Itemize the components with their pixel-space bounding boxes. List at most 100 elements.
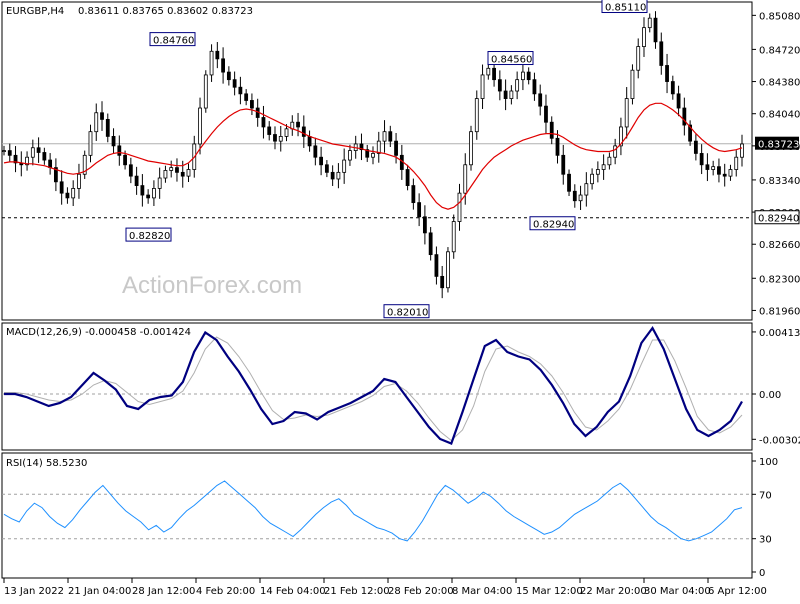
candle-body bbox=[13, 154, 18, 164]
candle-body bbox=[584, 183, 589, 196]
candle bbox=[515, 71, 520, 100]
candle bbox=[371, 146, 375, 165]
candle bbox=[509, 85, 514, 105]
candle bbox=[728, 164, 733, 181]
candle bbox=[71, 180, 76, 207]
candle-body bbox=[169, 167, 174, 171]
candle-body bbox=[25, 156, 29, 166]
candle-body bbox=[538, 93, 543, 107]
candle bbox=[532, 72, 537, 101]
candle-body bbox=[446, 251, 450, 289]
rsi-line bbox=[3, 480, 743, 542]
macd-header: MACD(12,26,9) -0.000458 -0.001424 bbox=[6, 327, 191, 338]
candle bbox=[203, 70, 208, 113]
candle-body bbox=[526, 71, 531, 81]
candle-body bbox=[624, 98, 629, 128]
candle bbox=[688, 120, 693, 146]
candle bbox=[434, 246, 439, 285]
candle bbox=[209, 44, 214, 82]
candle-body bbox=[336, 171, 341, 180]
x-axis-label: 4 Feb 20:00 bbox=[196, 586, 255, 597]
candle bbox=[492, 61, 496, 87]
price-annotation: 0.82010 bbox=[383, 304, 430, 319]
x-axis-label: 15 Mar 12:00 bbox=[516, 586, 583, 597]
rsi-axis-label: 0 bbox=[759, 568, 765, 579]
candle-body bbox=[434, 254, 439, 277]
candle-body bbox=[146, 194, 151, 199]
candle bbox=[336, 163, 341, 189]
x-axis-label: 21 Feb 12:00 bbox=[324, 586, 390, 597]
candle-body bbox=[699, 153, 704, 166]
candle bbox=[630, 64, 635, 105]
price-axis-label: 0.82660 bbox=[759, 240, 800, 251]
candle-body bbox=[128, 164, 133, 177]
price-annotation: 0.84560 bbox=[487, 51, 534, 66]
candle-body bbox=[665, 65, 669, 82]
candle bbox=[65, 187, 70, 204]
candle bbox=[359, 133, 364, 161]
price-axis-label: 0.81960 bbox=[759, 306, 800, 317]
candle-body bbox=[152, 188, 156, 199]
candle-body bbox=[572, 190, 577, 202]
rsi-axis-label: 100 bbox=[759, 457, 778, 468]
candle-body bbox=[48, 159, 53, 169]
candle-body bbox=[140, 185, 145, 196]
candle-body bbox=[688, 124, 693, 142]
candle bbox=[699, 144, 704, 175]
moving-average-line bbox=[3, 102, 743, 210]
candle-body bbox=[359, 143, 364, 151]
candle bbox=[642, 17, 646, 57]
candle-body bbox=[59, 181, 64, 194]
price-annotation-box bbox=[125, 227, 172, 242]
candle bbox=[440, 265, 445, 299]
candle bbox=[128, 157, 133, 184]
candle-body bbox=[555, 137, 560, 156]
price-header-symbol: EURGBP,H4 bbox=[6, 6, 64, 17]
candle-body bbox=[717, 166, 721, 175]
candle bbox=[232, 71, 237, 96]
candle-body bbox=[722, 173, 727, 177]
candle-body bbox=[463, 164, 468, 194]
candle bbox=[301, 115, 306, 148]
candle-body bbox=[273, 134, 277, 142]
candle-body bbox=[595, 169, 600, 175]
x-axis-label: 14 Feb 04:00 bbox=[260, 586, 326, 597]
candle-body bbox=[250, 100, 254, 109]
x-axis-label: 30 Mar 04:00 bbox=[644, 586, 711, 597]
candle bbox=[134, 166, 139, 195]
candle-body bbox=[296, 121, 300, 128]
current-price-label: 0.83723 bbox=[758, 140, 799, 151]
rsi-header: RSI(14) 58.5230 bbox=[6, 458, 87, 469]
candle bbox=[549, 116, 554, 145]
candle-body bbox=[123, 154, 127, 166]
candle bbox=[42, 147, 47, 165]
candle-body bbox=[561, 154, 566, 175]
candle-body bbox=[601, 164, 606, 170]
candle bbox=[25, 151, 29, 171]
candle-body bbox=[157, 177, 162, 189]
price-annotation-box bbox=[601, 0, 648, 14]
candle bbox=[457, 183, 462, 231]
candle bbox=[417, 193, 422, 227]
candle bbox=[146, 189, 151, 204]
current-price-badge bbox=[755, 136, 799, 150]
candle-body bbox=[88, 131, 93, 156]
candle-body bbox=[65, 192, 70, 199]
candle bbox=[463, 153, 468, 205]
x-axis-label: 22 Mar 20:00 bbox=[580, 586, 647, 597]
candle bbox=[152, 180, 156, 207]
candle bbox=[619, 117, 623, 156]
candle bbox=[290, 115, 295, 136]
price-annotation: 0.82820 bbox=[125, 227, 172, 242]
price-axis-label: 0.85080 bbox=[759, 11, 800, 22]
candle-body bbox=[711, 166, 716, 170]
candle bbox=[636, 38, 641, 79]
x-axis-label: 13 Jan 2022 bbox=[4, 586, 64, 597]
price-annotation-label: 0.84760 bbox=[153, 36, 194, 47]
price-annotation-box bbox=[383, 304, 430, 319]
candle bbox=[607, 152, 612, 170]
candle-body bbox=[440, 275, 445, 289]
candle-body bbox=[313, 145, 318, 158]
